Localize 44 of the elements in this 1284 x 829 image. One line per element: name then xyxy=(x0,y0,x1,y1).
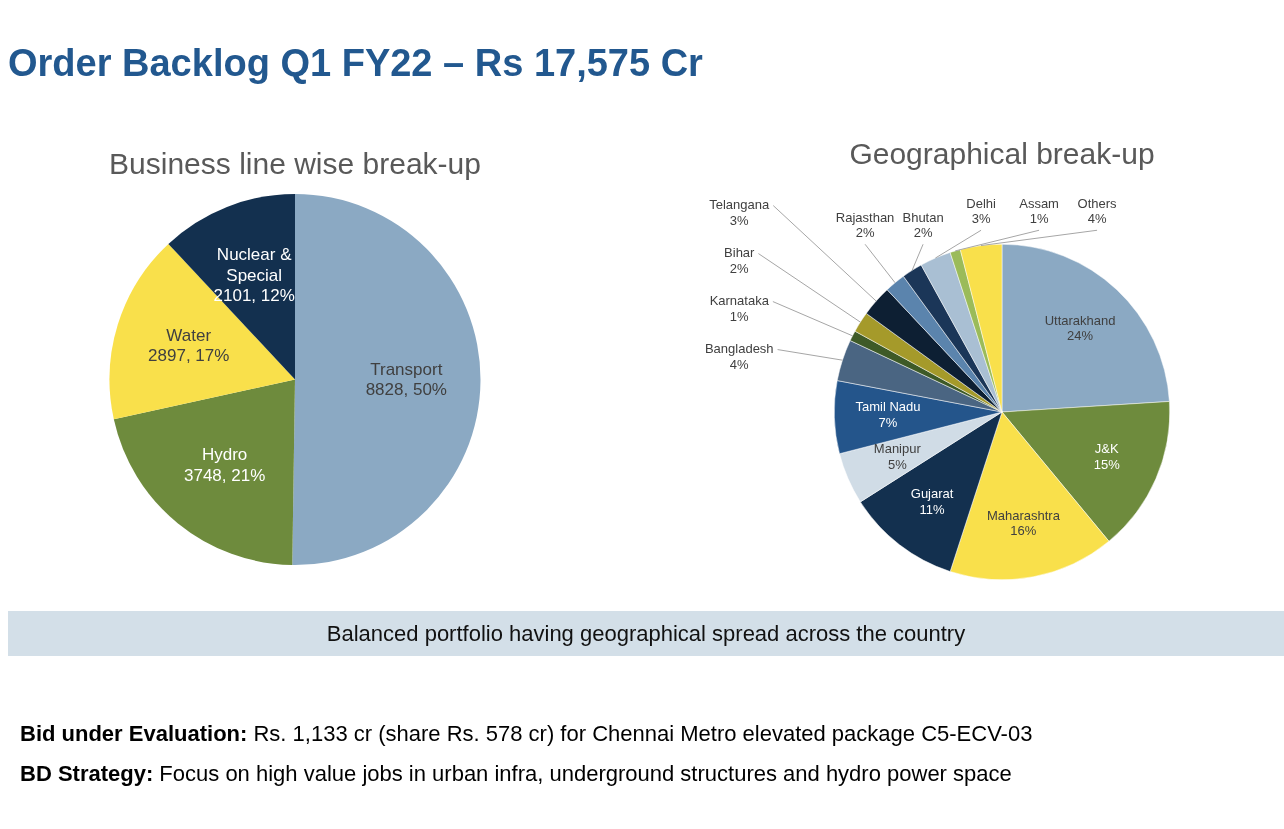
slice-label: Bhutan xyxy=(902,209,944,225)
slice-label: Water xyxy=(166,325,212,345)
text: Order Backlog Q1 FY22 – Rs 17,575 Cr xyxy=(8,42,703,85)
data-label: 3% xyxy=(729,212,750,228)
data-label: 7% xyxy=(878,414,898,430)
slice-label: Bangladesh xyxy=(704,341,774,357)
slice-label: Manipur xyxy=(873,441,922,457)
chart-title: Geographical break-up xyxy=(849,137,1155,171)
data-label: 4% xyxy=(1087,211,1107,227)
slice-label: Telangana xyxy=(709,197,771,213)
data-label: 3% xyxy=(971,211,991,227)
data-label: 16% xyxy=(1010,523,1037,539)
data-label: 8828, 50% xyxy=(365,380,447,400)
slice-label: Others xyxy=(1077,195,1118,211)
data-label: 1% xyxy=(1029,211,1049,227)
slice-label: Tamil Nadu xyxy=(855,399,921,415)
slice-label: Assam xyxy=(1019,195,1059,211)
data-label: 2% xyxy=(913,225,933,241)
slice-label: Karnataka xyxy=(709,293,770,309)
data-label: 5% xyxy=(887,456,908,472)
data-label: 4% xyxy=(729,356,750,372)
data-label: 11% xyxy=(919,501,946,517)
slice-label: Hydro xyxy=(201,445,248,465)
slice-label: Gujarat xyxy=(910,485,954,501)
text: BD Strategy: Focus on high value jobs in urban infra, underground structures and hydro power space xyxy=(20,761,1012,786)
chart-title: Business line wise break-up xyxy=(109,147,481,181)
text: Bid under Evaluation: Rs. 1,133 cr (share Rs. 578 cr) for Chennai Metro elevated package C5-ECV-03 xyxy=(20,721,1033,746)
slice-label: J&K xyxy=(1094,441,1119,457)
data-label: 1% xyxy=(729,308,750,324)
data-label: 2897, 17% xyxy=(148,346,230,366)
data-label: 15% xyxy=(1093,456,1121,472)
data-label: 2% xyxy=(729,260,750,276)
data-label: 2101, 12% xyxy=(213,286,295,306)
slice-label: Nuclear & Special xyxy=(216,245,293,285)
data-label: 2% xyxy=(855,225,875,241)
text: Balanced portfolio having geographical spread across the country xyxy=(8,611,1284,656)
slice-label: Rajasthan xyxy=(835,209,895,225)
slice-label: Bihar xyxy=(724,245,756,261)
slice-label: Transport xyxy=(370,359,443,379)
data-label: 24% xyxy=(1067,328,1094,344)
data-label: 3748, 21% xyxy=(183,465,266,485)
slice-label: Maharashtra xyxy=(986,507,1061,523)
slice-label: Delhi xyxy=(966,195,996,211)
slice-label: Uttarakhand xyxy=(1044,312,1116,328)
